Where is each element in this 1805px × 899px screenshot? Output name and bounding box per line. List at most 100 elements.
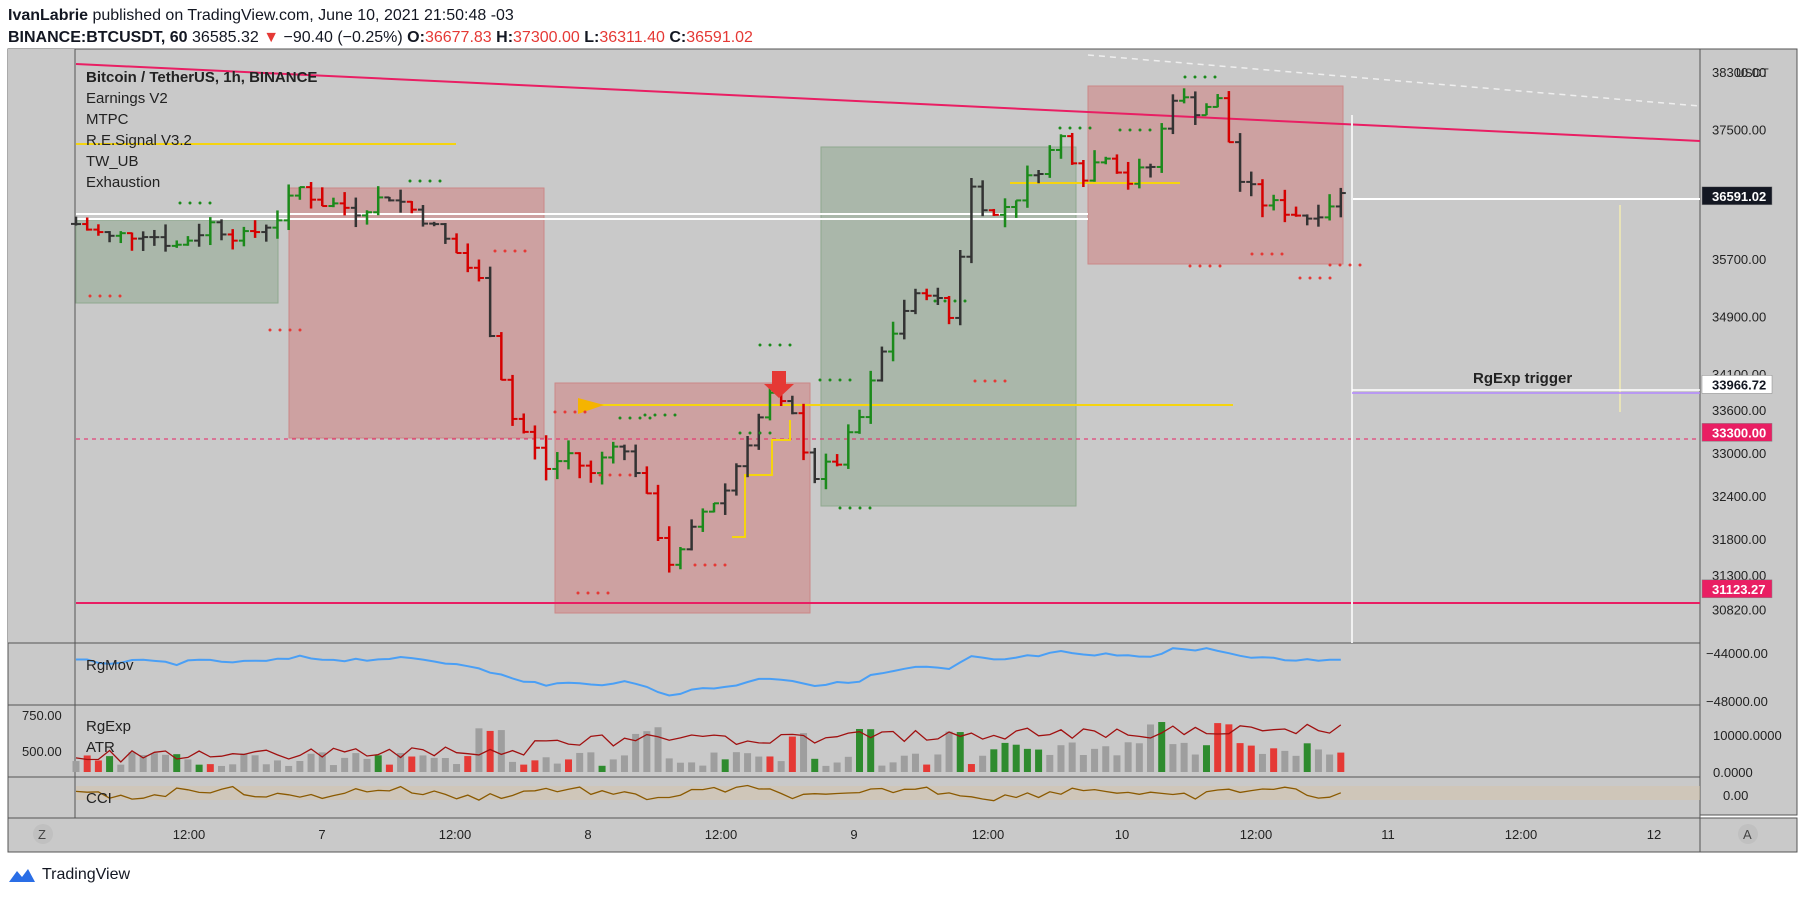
rgexp-bar <box>273 760 281 772</box>
signal-dot <box>618 473 622 477</box>
signal-dot <box>1118 128 1122 132</box>
rgexp-bar <box>911 753 919 772</box>
rgexp-bar <box>643 731 651 772</box>
signal-dot <box>673 413 677 417</box>
time-axis[interactable] <box>7 817 1798 853</box>
rgexp-bar <box>117 764 125 772</box>
signal-dot <box>563 410 567 414</box>
time-tick-label: 12:00 <box>705 827 738 842</box>
signal-dot <box>768 431 772 435</box>
rgexp-bar <box>1113 755 1121 772</box>
rgexp-bar <box>721 759 729 772</box>
rgexp-bar <box>1001 742 1009 772</box>
rgexp-bar <box>1147 724 1155 772</box>
signal-dot <box>1213 75 1217 79</box>
zone-red-2 <box>554 382 811 614</box>
signal-dot <box>983 379 987 383</box>
rgexp-bar <box>1091 748 1099 772</box>
publish-info: published on TradingView.com, June 10, 2… <box>92 7 514 24</box>
cci-band <box>76 786 1700 800</box>
currency-label: USDT <box>1736 66 1769 80</box>
signal-dot <box>1218 264 1222 268</box>
rgexp-bar <box>889 762 897 772</box>
open-value: 36677.83 <box>424 29 492 46</box>
price-label-box <box>1701 579 1773 599</box>
legend-indicator-3[interactable]: R.E.Signal V3.2 <box>86 132 192 149</box>
signal-dot <box>848 378 852 382</box>
rgexp-bar <box>285 765 293 772</box>
rgexp-bar <box>329 765 337 772</box>
auto-scale-button[interactable] <box>1738 824 1758 844</box>
signal-dot <box>1183 75 1187 79</box>
rgexp-bar <box>833 762 841 772</box>
signal-dot <box>1280 252 1284 256</box>
signal-dot <box>943 299 947 303</box>
signal-dot <box>788 343 792 347</box>
zoom-button-label[interactable]: Z <box>38 827 46 842</box>
rgexp-bar <box>150 753 158 772</box>
rgmov-line <box>76 647 1341 697</box>
rgmov-pane[interactable] <box>7 642 1701 706</box>
publish-header: IvanLabrie published on TradingView.com,… <box>8 7 514 25</box>
signal-dot <box>1188 264 1192 268</box>
legend-indicator-2[interactable]: MTPC <box>86 111 129 128</box>
rgexp-bar <box>173 754 181 772</box>
resistance-trendline <box>75 63 1701 142</box>
price-label-text: 33966.72 <box>1712 377 1766 392</box>
tradingview-logo-icon <box>9 869 35 882</box>
rgexp-bar <box>363 758 371 772</box>
zone-red-1 <box>288 187 545 439</box>
tradingview-logo[interactable]: TradingView <box>8 866 130 884</box>
signal-dot <box>1348 263 1352 267</box>
signal-dot <box>993 379 997 383</box>
rgexp-bar <box>867 729 875 772</box>
signal-dot <box>818 378 822 382</box>
rgexp-bar <box>967 764 975 772</box>
legend-indicator-1[interactable]: Earnings V2 <box>86 90 168 107</box>
signal-dot <box>748 431 752 435</box>
time-tick-label: 12:00 <box>1240 827 1273 842</box>
rgexp-bar <box>923 764 931 772</box>
signal-dot <box>933 299 937 303</box>
rgexp-bar <box>1035 749 1043 772</box>
legend-indicator-4[interactable]: TW_UB <box>86 153 139 170</box>
signal-dot <box>738 431 742 435</box>
rgexp-bar <box>1046 754 1054 772</box>
zoom-button[interactable] <box>33 824 53 844</box>
rgexp-trigger-annotation: RgExp trigger <box>1473 370 1572 387</box>
signal-dot <box>178 201 182 205</box>
signal-dot <box>583 410 587 414</box>
rgexp-bar <box>374 755 382 772</box>
signal-dot <box>858 506 862 510</box>
yellow-step <box>732 420 791 538</box>
high-label: H: <box>496 29 514 46</box>
signal-dot <box>408 179 412 183</box>
signal-dot <box>723 563 727 567</box>
rgexp-bar <box>128 752 136 772</box>
rgexp-bar <box>990 749 998 772</box>
rgexp-bar <box>195 764 203 772</box>
auto-scale-label[interactable]: A <box>1743 827 1752 842</box>
author-name[interactable]: IvanLabrie <box>8 7 89 24</box>
price-tick-label: 35700.00 <box>1712 252 1766 267</box>
signal-dot <box>503 249 507 253</box>
time-tick-label: 10 <box>1115 827 1129 842</box>
rgexp-bar <box>755 756 763 772</box>
rgexp-pane[interactable] <box>7 704 1701 778</box>
symbol-label: BINANCE:BTCUSDT, 60 <box>8 29 188 46</box>
price-change: −90.40 (−0.25%) <box>283 29 403 46</box>
rgexp-bar <box>206 764 214 772</box>
signal-dot <box>1328 276 1332 280</box>
rgexp-bar <box>1057 745 1065 772</box>
rgexp-bar <box>341 757 349 772</box>
signal-dot <box>848 506 852 510</box>
signal-dot <box>693 563 697 567</box>
cci-tick: 0.00 <box>1723 788 1748 803</box>
sell-arrow-icon[interactable] <box>764 371 794 398</box>
rgexp-bar <box>520 764 528 772</box>
signal-dot <box>778 343 782 347</box>
rgexp-bar <box>251 755 259 772</box>
price-label-box <box>1701 423 1773 442</box>
legend-indicator-5[interactable]: Exhaustion <box>86 174 160 191</box>
